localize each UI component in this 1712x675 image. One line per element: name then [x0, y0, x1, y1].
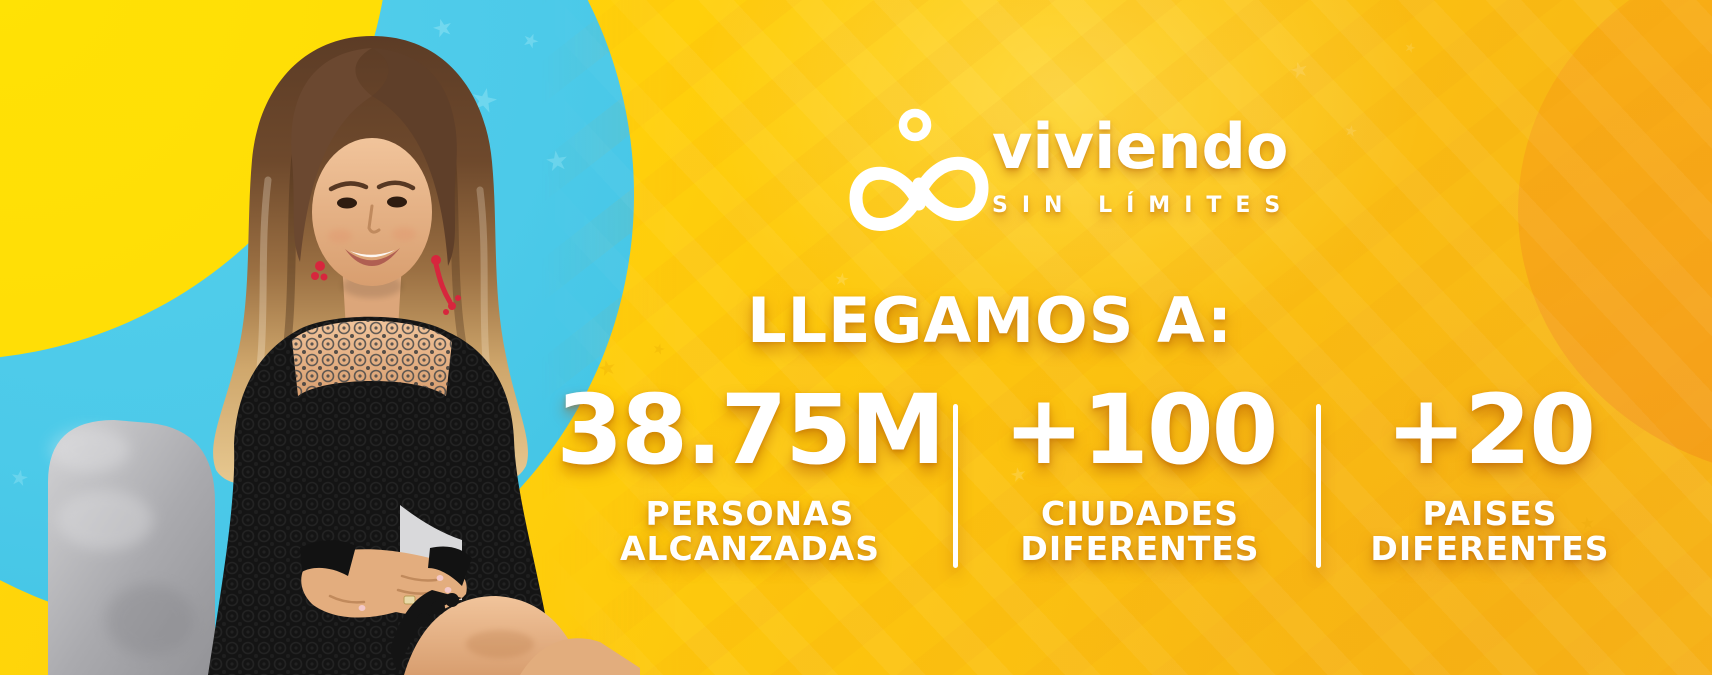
brand-lockup: viviendo SIN LÍMITES [992, 110, 1295, 219]
lace-cuff [300, 540, 356, 576]
stat-divider [953, 404, 958, 568]
gray-armchair [48, 420, 215, 675]
stat-label-line: CIUDADES [1041, 494, 1239, 533]
stat-label: CIUDADES DIFERENTES [960, 496, 1320, 567]
lace-cuff [428, 546, 472, 586]
eye [337, 197, 357, 209]
meditation-person-icon [849, 108, 989, 231]
lace-hem [390, 590, 462, 675]
eyebrow [376, 180, 416, 191]
stat-cities: +100 CIUDADES DIFERENTES [960, 382, 1320, 567]
eye [387, 196, 407, 208]
crossed-legs [390, 590, 640, 675]
stat-divider [1316, 404, 1321, 568]
ring [403, 595, 416, 605]
stat-countries: +20 PAISES DIFERENTES [1330, 382, 1650, 567]
nose [367, 204, 381, 234]
crossed-hands [300, 540, 472, 618]
eyebrow [328, 181, 369, 192]
star-icon: ★ [1342, 120, 1360, 142]
page-title: LLEGAMOS A: [747, 284, 1233, 357]
face [312, 138, 432, 286]
brand-name: viviendo [992, 110, 1289, 183]
stat-label: PAISES DIFERENTES [1330, 496, 1650, 567]
red-earrings [311, 255, 461, 315]
stat-label: PERSONAS ALCANZADAS [530, 496, 970, 567]
stat-label-line: DIFERENTES [1370, 529, 1610, 569]
pink-nail [444, 587, 452, 593]
stat-label-line: DIFERENTES [1020, 529, 1260, 569]
stat-value: +100 [1003, 374, 1279, 486]
pink-nail [436, 575, 444, 581]
stat-label-line: PERSONAS [645, 494, 855, 533]
stat-value: 38.75M [556, 374, 945, 486]
brand-tagline: SIN LÍMITES [992, 193, 1295, 218]
stat-label-line: ALCANZADAS [619, 529, 881, 569]
hair-front [372, 48, 457, 266]
smile [345, 248, 400, 266]
stat-people-reached: 38.75M PERSONAS ALCANZADAS [530, 382, 970, 567]
flag-stripes-overlay [540, 0, 1712, 675]
hair-front [291, 48, 372, 262]
stat-value: +20 [1385, 374, 1596, 486]
woman-photo-illustration [48, 36, 640, 675]
stat-label-line: PAISES [1422, 494, 1558, 533]
pink-nail [358, 605, 366, 611]
